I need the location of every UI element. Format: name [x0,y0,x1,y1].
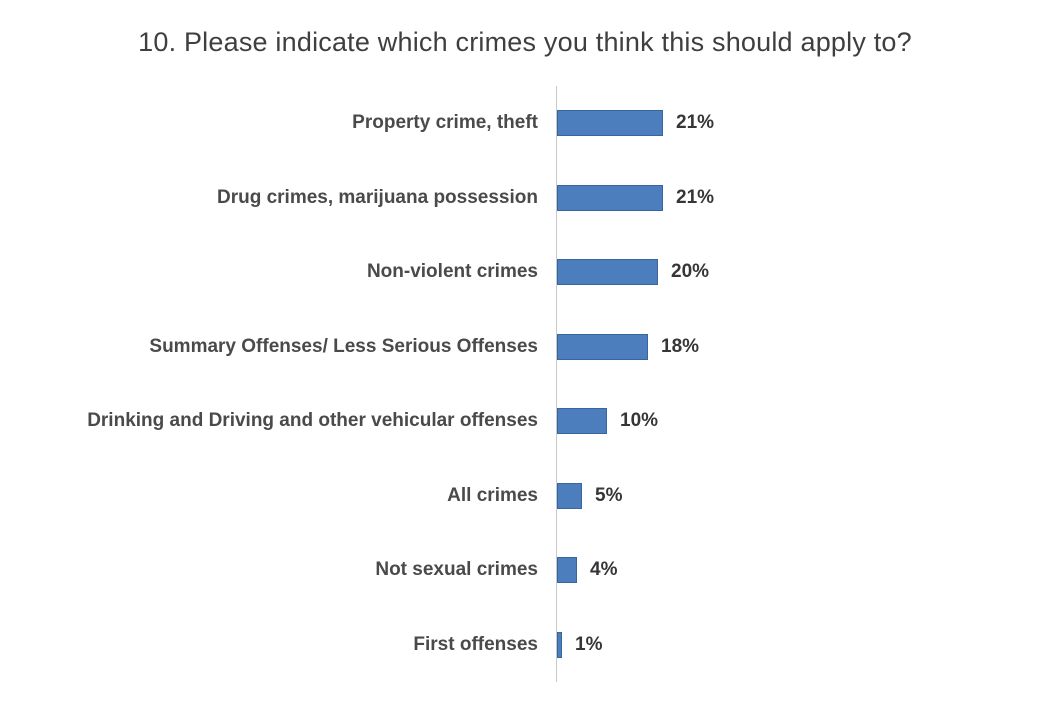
bar-track: 1% [556,607,1050,682]
bar-row: Not sexual crimes 4% [0,533,1050,608]
value-label: 1% [575,633,603,655]
bar [557,557,577,584]
bar [557,631,562,658]
bar-row: First offenses 1% [0,607,1050,682]
value-label: 10% [620,410,659,432]
bar [557,333,648,360]
category-label: Not sexual crimes [375,559,538,581]
bar-row: All crimes 5% [0,458,1050,533]
category-label: First offenses [413,633,538,655]
bar-track: 21% [556,86,1050,161]
category-label: Drinking and Driving and other vehicular… [87,410,538,432]
category-label: Non-violent crimes [366,261,538,283]
value-label: 21% [676,186,715,208]
bar-row: Non-violent crimes 20% [0,235,1050,310]
bar-track: 10% [556,384,1050,459]
bar-track: 21% [556,160,1050,235]
bar-row: Summary Offenses/ Less Serious Offenses … [0,309,1050,384]
bar [557,259,658,286]
bar-track: 4% [556,533,1050,608]
category-label: Property crime, theft [352,112,538,134]
bar [557,408,607,435]
category-label: Summary Offenses/ Less Serious Offenses [149,335,538,357]
bar-row: Drug crimes, marijuana possession 21% [0,160,1050,235]
chart-title: 10. Please indicate which crimes you thi… [138,27,912,57]
bar-track: 18% [556,309,1050,384]
bar-row: Drinking and Driving and other vehicular… [0,384,1050,459]
value-label: 18% [661,335,700,357]
value-label: 20% [671,261,710,283]
bar-row: Property crime, theft 21% [0,86,1050,161]
category-label: Drug crimes, marijuana possession [216,186,538,208]
category-label: All crimes [447,484,538,506]
bar [557,110,663,137]
bar [557,184,663,211]
plot-area: Property crime, theft 21% Drug crimes, m… [0,86,1050,682]
value-label: 4% [590,559,618,581]
value-label: 21% [676,112,715,134]
value-label: 5% [595,484,623,506]
bar [557,482,582,509]
bar-track: 20% [556,235,1050,310]
bar-track: 5% [556,458,1050,533]
